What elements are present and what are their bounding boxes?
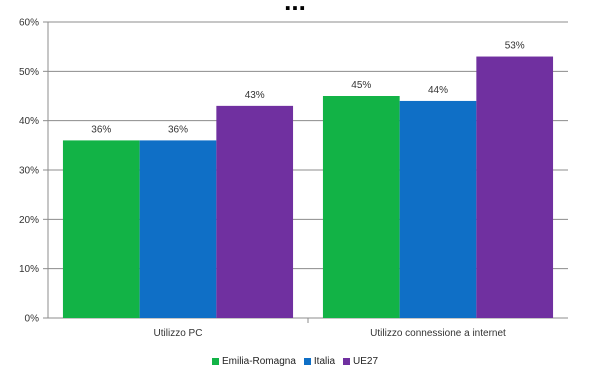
x-category-label: Utilizzo connessione a internet <box>370 328 506 339</box>
legend-swatch <box>303 358 311 365</box>
legend-item: UE27 <box>343 356 378 367</box>
legend-item: Emilia-Romagna <box>211 356 296 367</box>
y-tick-label: 20% <box>19 215 39 226</box>
x-category-label: Utilizzo PC <box>154 328 203 339</box>
y-tick-label: 40% <box>19 116 39 127</box>
data-label: 36% <box>91 124 111 135</box>
data-label: 36% <box>168 124 188 135</box>
y-tick-label: 0% <box>25 314 40 325</box>
bar-ue27 <box>476 56 554 319</box>
data-label: 43% <box>245 90 265 101</box>
legend-swatch <box>211 358 219 365</box>
chart-title: ... <box>284 0 306 16</box>
bar-italia <box>399 100 477 318</box>
data-label: 53% <box>505 41 525 52</box>
legend-swatch <box>343 358 351 365</box>
bar-italia <box>139 140 217 318</box>
y-tick-label: 10% <box>19 264 39 275</box>
bar-emilia-romagna <box>322 96 400 318</box>
y-tick-label: 50% <box>19 67 39 78</box>
legend-label: Italia <box>313 356 336 367</box>
legend-label: UE27 <box>353 356 379 367</box>
legend-item: Italia <box>303 356 336 367</box>
y-tick-label: 60% <box>19 18 39 29</box>
bar-emilia-romagna <box>62 140 140 318</box>
y-tick-label: 30% <box>19 166 39 177</box>
legend: Emilia-Romagna Italia UE27 <box>0 356 590 368</box>
data-label: 44% <box>428 85 448 96</box>
legend-label: Emilia-Romagna <box>221 356 296 367</box>
bar-ue27 <box>216 105 294 318</box>
data-label: 45% <box>351 80 371 91</box>
